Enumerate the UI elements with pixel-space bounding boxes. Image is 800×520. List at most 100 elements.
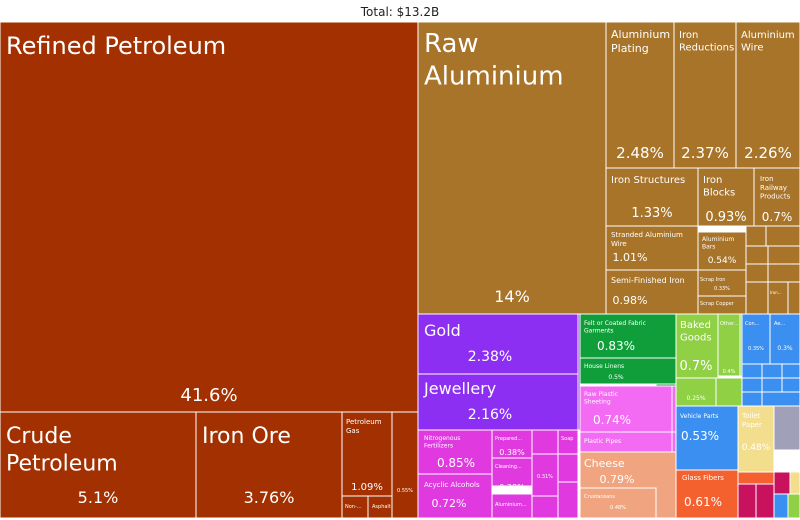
tile-aluminium-plating (605, 21, 675, 169)
treemap-subtile-3 (765, 225, 800, 247)
label-raw-plastic-sheeting: Raw Plastic Sheeting (584, 391, 618, 406)
label-iron-reductions: Iron Reductions (679, 30, 734, 54)
label-iron-structures: Iron Structures (611, 175, 685, 186)
treemap-subtile-39 (737, 471, 775, 485)
treemap-subtile-2 (745, 225, 767, 247)
tile-petroleum-gas (341, 411, 393, 497)
value-raw-plastic-sheeting: 0.74% (593, 413, 631, 427)
label-aluminium-wire: Aluminium Wire (741, 30, 795, 54)
value-iron-ore: 3.76% (244, 488, 295, 507)
value-felt-or-coated-fabric-garments: 0.83% (597, 339, 635, 353)
value-cleaning: 0.38% (499, 483, 525, 492)
label-prepared: Prepared... (495, 436, 523, 442)
treemap-subtile-16 (531, 429, 559, 455)
label-house-linens: House Linens (584, 363, 624, 370)
label-jewellery: Jewellery (423, 379, 496, 398)
label-baked-goods: Baked Goods (680, 320, 712, 344)
label-semi-finished-iron: Semi-Finished Iron (611, 276, 685, 285)
label-cheese: Cheese (584, 457, 625, 470)
treemap-subtile-27 (761, 377, 783, 393)
label-toilet-paper: Toilet Paper (741, 412, 762, 429)
label-glass-fibers: Glass Fibers (682, 474, 724, 482)
treemap-subtile-7 (767, 263, 800, 283)
value-petroleum-gas: 1.09% (351, 482, 383, 493)
treemap-subtile-8 (745, 281, 769, 315)
label-aluminium-plating: Aluminium Plating (611, 28, 670, 55)
tile-vehicle-parts (675, 405, 739, 471)
treemap-subtile-15 (671, 431, 677, 453)
tile-house-linens (579, 357, 677, 385)
treemap-subtile-25 (781, 363, 800, 379)
treemap-subtile-34 (755, 483, 775, 519)
treemap-subtile-4 (745, 245, 769, 265)
value-iron-blocks: 0.93% (705, 210, 746, 225)
value-iron-railway-products: 0.7% (762, 210, 793, 224)
tile-ae (769, 313, 800, 365)
label-petroleum-gas: Petroleum Gas (346, 418, 382, 435)
tile-iron-railway-products (753, 167, 800, 227)
treemap-subtile-31 (773, 405, 800, 451)
treemap-subtile-21 (715, 377, 743, 407)
label-vehicle-parts: Vehicle Parts (680, 413, 718, 420)
value-iron-reductions: 2.37% (681, 144, 729, 162)
value-aluminium-bars: 0.54% (708, 256, 737, 266)
tile-iron-ore (195, 411, 343, 519)
tile-raw-plastic-sheeting (579, 385, 673, 433)
label-other: Other... (720, 321, 739, 327)
label-refined-petroleum: Refined Petroleum (6, 32, 226, 60)
label-gold: Gold (424, 321, 461, 340)
value-prepared: 0.38% (499, 448, 525, 457)
tile-nitrogenous-fertilizers (417, 429, 493, 475)
tile-crustaceans (579, 487, 657, 519)
value-aluminium-wire: 2.26% (744, 144, 792, 162)
tile-tile-32 (531, 453, 559, 497)
value-iron-structures: 1.33% (631, 206, 672, 221)
value-tile-32: 0.31% (537, 474, 553, 480)
value-tile-37: 0.25% (686, 395, 705, 402)
tile-crude-petroleum (0, 411, 197, 519)
value-other: 0.4% (723, 369, 736, 375)
treemap-subtile-19 (557, 481, 579, 519)
tile-other (717, 313, 741, 377)
treemap-subtile-9 (787, 281, 800, 315)
label-scrap-copper: Scrap Copper (700, 301, 735, 307)
label-asphalt: Asphalt (372, 504, 391, 510)
value-ae: 0.3% (777, 345, 793, 352)
tile-felt-or-coated-fabric-garments (579, 313, 677, 359)
treemap-subtile-17 (531, 495, 559, 519)
tile-tile-37 (675, 377, 717, 407)
tile-iron (767, 281, 789, 315)
tile-raw-aluminium (417, 21, 607, 315)
treemap-subtile-18 (557, 453, 579, 483)
tile-baked-goods (675, 313, 719, 379)
value-stranded-aluminium-wire: 1.01% (613, 251, 648, 264)
value-refined-petroleum: 41.6% (180, 385, 237, 406)
treemap-subtile-37 (773, 493, 789, 519)
value-vehicle-parts: 0.53% (681, 429, 719, 443)
value-nitrogenous-fertilizers: 0.85% (437, 456, 475, 470)
label-iron: Iron... (770, 290, 782, 295)
treemap-subtile-33 (737, 483, 757, 519)
label-crude-petroleum: Crude Petroleum (6, 424, 118, 477)
value-raw-aluminium: 14% (494, 287, 530, 306)
tile-gold (417, 313, 579, 375)
treemap-subtile-38 (787, 493, 800, 519)
label-scrap-iron: Scrap Iron (700, 277, 725, 283)
label-acyclic-alcohols: Acyclic Alcohols (424, 481, 480, 489)
treemap-subtile-35 (773, 471, 791, 495)
value-aluminium-plating: 2.48% (616, 144, 664, 162)
value-tile-4: 0.55% (397, 488, 413, 494)
label-iron-blocks: Iron Blocks (703, 175, 735, 199)
value-glass-fibers: 0.61% (684, 495, 722, 509)
value-scrap-iron: 0.33% (714, 286, 730, 292)
treemap-subtile-30 (761, 391, 800, 407)
label-crustaceans: Crustaceans (584, 494, 615, 500)
tile-iron-structures (605, 167, 699, 227)
label-con: Con... (745, 321, 760, 327)
value-con: 0.35% (748, 346, 764, 352)
tile-asphalt (367, 495, 393, 519)
tile-semi-finished-iron (605, 269, 699, 315)
treemap-subtile-24 (761, 363, 783, 379)
